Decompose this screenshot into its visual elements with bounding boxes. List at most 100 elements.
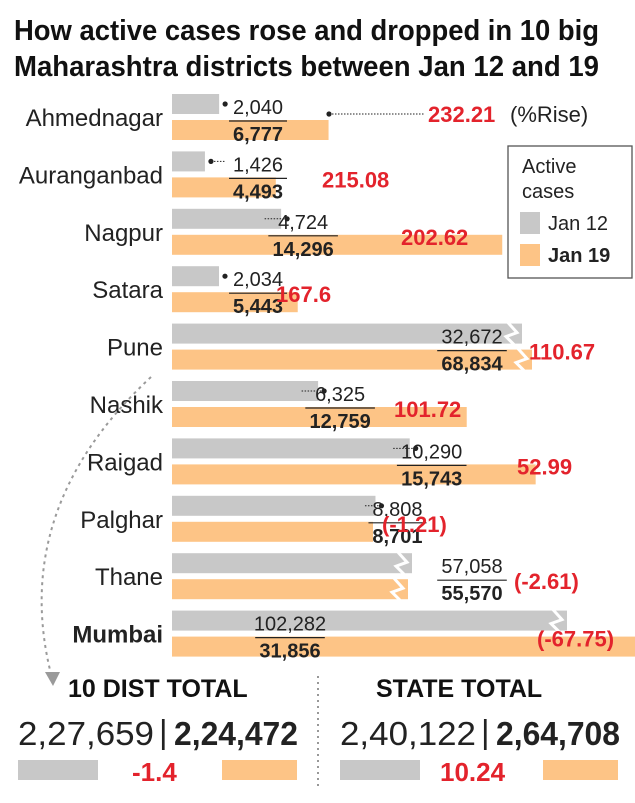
pct-rise-label: (-2.61) — [514, 569, 579, 594]
legend-swatch-jan12 — [520, 212, 540, 234]
total-swatch-jan12 — [18, 760, 98, 780]
pct-rise-label: 52.99 — [517, 454, 572, 479]
district-label: Nashik — [90, 392, 164, 419]
bar-jan19 — [172, 579, 408, 600]
legend: Active cases Jan 12 Jan 19 — [507, 145, 633, 279]
value-label-jan12: 32,672 — [441, 327, 502, 349]
bar-jan12 — [172, 266, 219, 287]
total-swatch-jan19 — [543, 760, 618, 780]
district-row: Pune 32,672 68,834 110.67 — [107, 321, 595, 376]
district-row: Thane 57,058 55,570 (-2.61) — [95, 551, 579, 605]
value-label-jan19: 15,743 — [401, 468, 462, 490]
total-heading: STATE TOTAL — [376, 675, 542, 703]
total-pct-change: -1.4 — [132, 757, 177, 787]
leader-dot — [208, 158, 214, 164]
axis-break-icon — [389, 577, 406, 602]
district-label: Auranganbad — [19, 162, 163, 189]
bar-jan12 — [172, 151, 205, 172]
pct-unit-label: (%Rise) — [510, 102, 588, 127]
bar-jan19 — [172, 234, 503, 255]
total-jan12-value: 2,40,122 — [340, 715, 476, 752]
district-label: Thane — [95, 564, 163, 591]
bar-jan19 — [172, 407, 467, 427]
value-label-jan12: 57,058 — [441, 556, 502, 578]
value-label-jan19: 12,759 — [310, 411, 371, 433]
district-label: Nagpur — [84, 220, 163, 247]
axis-break-icon — [513, 347, 530, 372]
value-label-jan19: 4,493 — [233, 181, 283, 203]
district-label: Pune — [107, 335, 163, 362]
dotted-arrow-to-total — [40, 376, 152, 679]
district-rows: Ahmednagar 2,040 6,777 232.21 (%Rise) Auranga… — [19, 94, 635, 663]
pct-rise-label: (-67.75) — [537, 627, 614, 652]
total-swatch-jan12 — [340, 760, 420, 780]
total-block: 10 DIST TOTAL 2,27,659 | 2,24,472 -1.4 — [18, 675, 298, 787]
bar-jan12 — [172, 381, 319, 401]
district-row: Ahmednagar 2,040 6,777 232.21 (%Rise) — [26, 94, 588, 146]
leader-dot — [222, 273, 228, 279]
district-row: Raigad 10,290 15,743 52.99 — [87, 438, 572, 490]
value-label-jan12: 10,290 — [401, 441, 462, 463]
total-jan12-value: 2,27,659 — [18, 715, 154, 752]
bar-jan12 — [172, 94, 220, 114]
bar-jan12 — [172, 323, 522, 344]
total-separator: | — [481, 713, 490, 750]
total-pct-change: 10.24 — [440, 757, 506, 787]
district-row: Mumbai 102,282 31,856 (-67.75) — [72, 608, 635, 663]
value-label-jan19: 55,570 — [441, 583, 502, 605]
bar-jan19 — [172, 349, 532, 370]
legend-title-line2: cases — [522, 181, 574, 203]
bar-jan12 — [172, 610, 567, 631]
total-separator: | — [159, 713, 168, 750]
value-label-jan12: 4,724 — [278, 212, 328, 234]
district-row: Auranganbad 1,426 4,493 215.08 — [19, 151, 389, 203]
bar-jan19 — [172, 120, 329, 140]
bar-jan19 — [172, 177, 276, 198]
pct-rise-label: (-1.21) — [382, 512, 447, 537]
total-block: STATE TOTAL 2,40,122 | 2,64,708 10.24 — [340, 675, 620, 787]
value-label-jan19: 5,443 — [233, 296, 283, 318]
value-label-jan19: 8,701 — [372, 526, 422, 548]
legend-title-line1: Active — [522, 156, 576, 178]
axis-break-icon — [548, 608, 565, 633]
bar-jan19 — [172, 464, 536, 485]
bar-jan12 — [172, 208, 282, 229]
district-row: Nagpur 4,724 14,296 202.62 — [84, 208, 503, 261]
bar-jan19 — [172, 636, 635, 657]
bar-jan12 — [172, 438, 410, 459]
bar-jan12 — [172, 553, 412, 574]
arrow-head-icon — [45, 672, 60, 686]
axis-break-icon — [393, 551, 410, 576]
chart-title-line1: How active cases rose and dropped in 10 … — [14, 15, 599, 47]
pct-rise-label: 167.6 — [276, 282, 331, 307]
value-label-jan12: 8,808 — [372, 499, 422, 521]
value-label-jan12: 102,282 — [254, 614, 326, 636]
value-label-jan12: 6,325 — [315, 384, 365, 406]
pct-rise-label: 101.72 — [394, 397, 461, 422]
bar-jan12 — [172, 495, 376, 516]
value-label-jan12: 1,426 — [233, 154, 283, 176]
district-label: Satara — [92, 277, 163, 304]
bar-jan19 — [172, 521, 373, 542]
total-swatch-jan19 — [222, 760, 297, 780]
total-jan19-value: 2,64,708 — [496, 715, 620, 752]
district-label: Palghar — [80, 507, 163, 534]
district-row: Palghar 8,808 8,701(-1.21) — [80, 495, 447, 548]
value-label-jan19: 14,296 — [273, 239, 334, 261]
value-label-jan19: 68,834 — [441, 354, 503, 376]
value-label-jan19: 6,777 — [233, 124, 283, 146]
district-row: Nashik 6,325 12,759 101.72 — [90, 381, 467, 433]
district-label: Ahmednagar — [26, 105, 163, 132]
pct-rise-label: 232.21 — [428, 102, 495, 127]
chart-title-line2: Maharashtra districts between Jan 12 and… — [14, 51, 599, 83]
axis-break-icon — [503, 321, 520, 346]
pct-rise-label: 215.08 — [322, 167, 389, 192]
district-label: Raigad — [87, 449, 163, 476]
value-label-jan12: 2,034 — [233, 269, 283, 291]
pct-rise-label: 202.62 — [401, 225, 468, 250]
district-label: Mumbai — [72, 622, 163, 649]
bar-jan19 — [172, 292, 298, 313]
